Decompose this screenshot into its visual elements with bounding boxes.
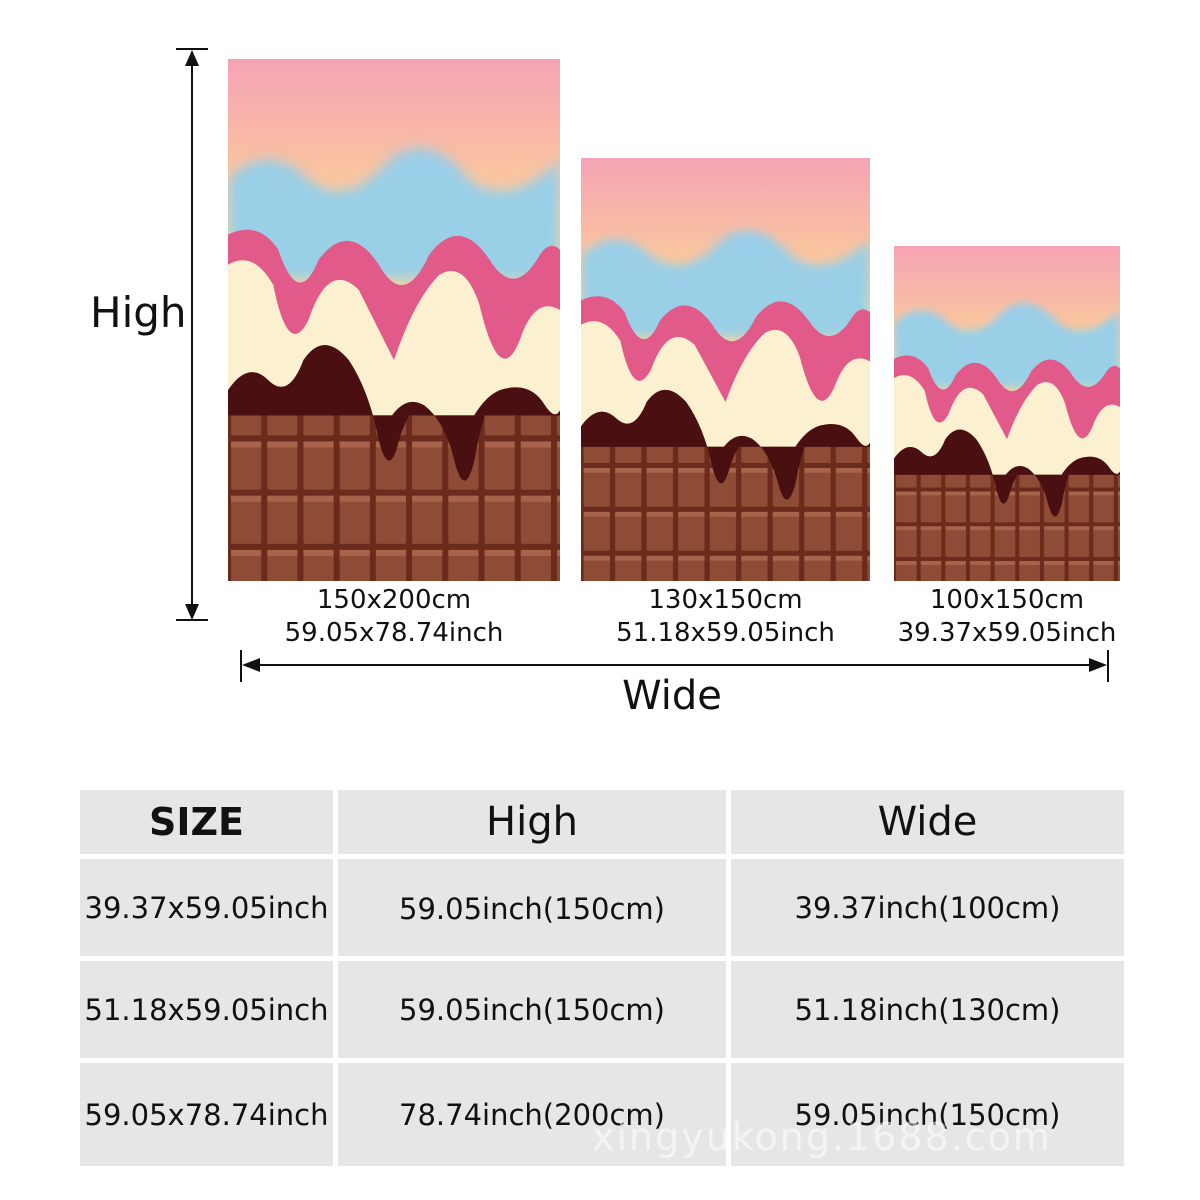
product-image-small [894, 246, 1120, 581]
size-inch: 39.37x59.05inch [897, 618, 1117, 648]
size-caption-large: 150x200cm 59.05x78.74inch [228, 584, 560, 650]
row-2-wide: 51.18inch(130cm) [731, 961, 1124, 1058]
size-table: SIZE High Wide 39.37x59.05inch 59.05inch… [80, 790, 1124, 1166]
watermark: xingyukong.1688.com [592, 1115, 1052, 1159]
header-size: SIZE [80, 790, 333, 854]
row-2-high: 59.05inch(150cm) [338, 961, 726, 1058]
row-3-wide: 59.05inch(150cm) [731, 1063, 1124, 1166]
size-inch: 59.05x78.74inch [284, 618, 504, 648]
size-caption-small: 100x150cm 39.37x59.05inch [880, 584, 1134, 650]
dimension-arrows [176, 48, 1109, 682]
row-3-high: 78.74inch(200cm) [338, 1063, 726, 1166]
height-label: High [90, 288, 187, 337]
size-cm: 130x150cm [648, 585, 803, 615]
row-1-size: 39.37x59.05inch [80, 859, 333, 956]
row-1-high: 59.05inch(150cm) [338, 859, 726, 956]
size-inch: 51.18x59.05inch [616, 618, 835, 648]
header-wide: Wide [731, 790, 1124, 854]
header-high: High [338, 790, 726, 854]
row-3-size: 59.05x78.74inch [80, 1063, 333, 1166]
size-cm: 100x150cm [929, 585, 1085, 615]
row-2-size: 51.18x59.05inch [80, 961, 333, 1058]
size-cm: 150x200cm [316, 585, 472, 615]
product-image-medium [581, 158, 870, 581]
width-label: Wide [622, 673, 722, 719]
product-image-large [228, 59, 560, 581]
size-caption-medium: 130x150cm 51.18x59.05inch [581, 584, 870, 650]
row-1-wide: 39.37inch(100cm) [731, 859, 1124, 956]
